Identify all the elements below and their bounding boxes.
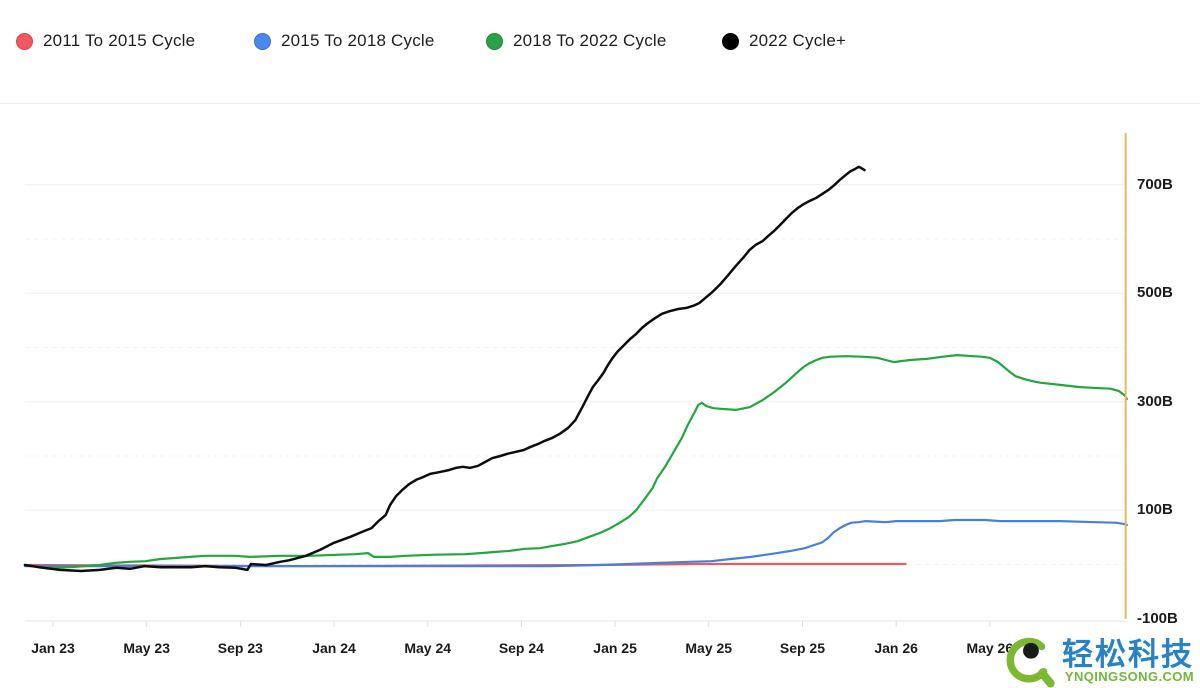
x-axis-tick-label: May 23	[123, 640, 171, 656]
y-axis-tick-label: 700B	[1137, 175, 1173, 193]
legend-label: 2018 To 2022 Cycle	[513, 31, 667, 50]
legend-label: 2022 Cycle+	[749, 31, 847, 50]
series-line-2018-to-2022-cycle	[23, 354, 1128, 569]
legend-dot-green-icon	[486, 32, 503, 50]
legend-item-2018-2022[interactable]: 2018 To 2022 Cycle	[486, 31, 667, 51]
legend-label: 2015 To 2018 Cycle	[281, 31, 435, 50]
x-axis-tick-label: May 25	[685, 640, 733, 656]
watermark-site: YNQINGSONG.COM	[1064, 668, 1194, 684]
legend-dot-blue-icon	[254, 32, 271, 50]
series-line-2015-to-2018-cycle	[23, 518, 1128, 568]
x-axis-tick-label: Jan 23	[31, 640, 75, 656]
x-axis-tick-label: Sep 25	[779, 640, 825, 656]
y-axis-tick-label: -100B	[1137, 609, 1178, 627]
x-axis-tick-label: Jan 26	[874, 640, 918, 656]
watermark: 轻松科技 YNQINGSONG.COM	[1002, 634, 1194, 688]
x-axis-tick-label: Sep 23	[217, 640, 263, 656]
header-divider	[0, 103, 1200, 104]
x-axis-tick-label: Jan 24	[312, 640, 356, 656]
x-axis-tick-label: May 26	[966, 640, 1014, 656]
y-axis-tick-label: 100B	[1137, 501, 1173, 519]
watermark-text: 轻松科技 YNQINGSONG.COM	[1062, 639, 1194, 684]
legend-dot-red-icon	[16, 32, 33, 50]
legend-item-2011-2015[interactable]: 2011 To 2015 Cycle	[16, 31, 195, 51]
legend-label: 2011 To 2015 Cycle	[43, 31, 196, 50]
legend-item-2015-2018[interactable]: 2015 To 2018 Cycle	[254, 31, 435, 51]
legend-dot-black-icon	[722, 32, 739, 50]
x-axis-tick-label: May 24	[404, 640, 452, 656]
legend-item-2022-plus[interactable]: 2022 Cycle+	[722, 31, 846, 51]
watermark-brand: 轻松科技	[1062, 636, 1194, 672]
y-axis-tick-label: 500B	[1137, 284, 1173, 302]
x-axis-tick-label: Sep 24	[498, 640, 544, 656]
x-axis-tick-label: Jan 25	[593, 640, 637, 656]
y-axis-tick-label: 300B	[1137, 392, 1173, 410]
series-line-2022-cycle+	[23, 165, 866, 573]
watermark-logo-icon	[1006, 637, 1055, 688]
